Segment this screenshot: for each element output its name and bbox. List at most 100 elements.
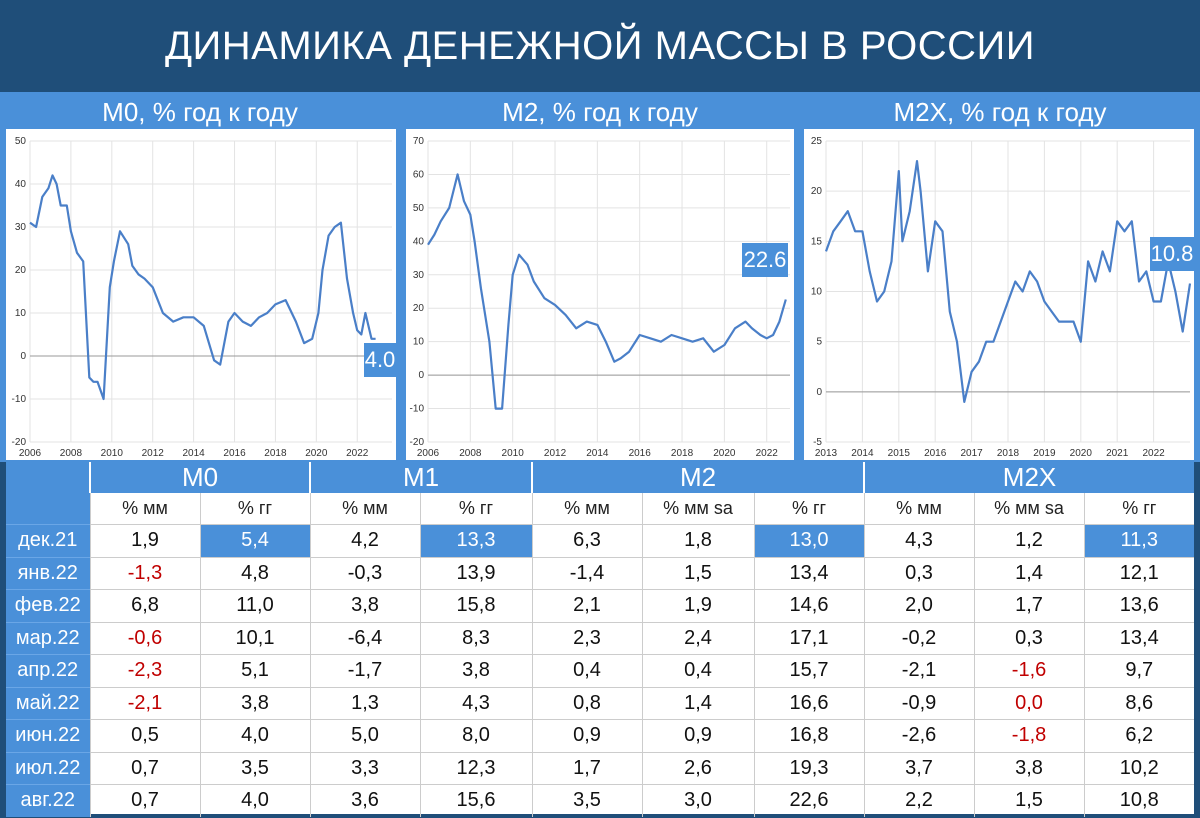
table-cell: 11,3 bbox=[1083, 524, 1195, 557]
table-cell: 4,0 bbox=[199, 719, 310, 752]
table-cell: 1,9 bbox=[89, 524, 200, 557]
table-cell: 6,8 bbox=[89, 589, 200, 622]
table-cell: 19,3 bbox=[753, 751, 865, 785]
group-header-m1: M1 bbox=[309, 462, 532, 493]
chart-m0: -20 -10 0 10 20 30 40 50 2006 2008 2010 2012 2014 201… bbox=[6, 129, 396, 460]
x-tick-label: 2017 bbox=[960, 448, 983, 459]
x-tick-label: 2008 bbox=[60, 448, 83, 459]
y-tick-label: 10 bbox=[413, 337, 425, 348]
y-tick-label: -5 bbox=[813, 437, 822, 448]
chart-title-m2: M2, % год к году bbox=[502, 97, 698, 127]
y-tick-label: 5 bbox=[816, 337, 822, 348]
x-tick-label: 2016 bbox=[924, 448, 947, 459]
row-label: июн.22 bbox=[6, 719, 90, 752]
table-cell: 13,3 bbox=[419, 524, 532, 557]
sub-header: % мм bbox=[309, 493, 420, 525]
end-value-label: 4.0 bbox=[365, 347, 396, 372]
table-cell: 2,4 bbox=[641, 621, 754, 655]
table-row: апр.22 -2,3 5,1 -1,7 3,8 0,4 0,4 15,7 -2,1 -1,6 9,… bbox=[6, 654, 1195, 687]
row-label: июл.22 bbox=[6, 751, 90, 785]
table-cell: 2,6 bbox=[641, 751, 754, 785]
money-supply-table: M0 M1 M2 M2X % мм% гг% мм% гг% мм% мм sa% г… bbox=[6, 462, 1195, 817]
y-tick-label: 10 bbox=[811, 287, 823, 298]
y-tick-label: 30 bbox=[15, 222, 27, 233]
table-cell: 14,6 bbox=[753, 589, 865, 622]
x-tick-label: 2006 bbox=[19, 448, 42, 459]
table-cell: 1,4 bbox=[641, 686, 754, 720]
table-cell: 3,5 bbox=[199, 751, 310, 785]
sub-header: % мм bbox=[531, 493, 642, 525]
table-cell: 0,7 bbox=[89, 751, 200, 785]
x-tick-label: 2016 bbox=[223, 448, 246, 459]
table-cell: -0,9 bbox=[863, 686, 975, 720]
x-tick-label: 2010 bbox=[101, 448, 124, 459]
end-value-badge-bg bbox=[1150, 237, 1194, 271]
table-cell: -0,2 bbox=[863, 621, 975, 655]
table-cell: 1,7 bbox=[531, 751, 642, 785]
x-tick-label: 2014 bbox=[182, 448, 205, 459]
table-cell: 3,6 bbox=[309, 784, 420, 817]
table-cell: 2,0 bbox=[863, 589, 975, 622]
sub-header: % гг bbox=[199, 493, 310, 525]
row-label: апр.22 bbox=[6, 654, 90, 687]
table-cell: -1,7 bbox=[309, 654, 420, 687]
table-row: май.22 -2,1 3,8 1,3 4,3 0,8 1,4 16,6 -0,9 0,0 8,6 bbox=[6, 686, 1195, 720]
table-cell: 8,6 bbox=[1083, 686, 1195, 720]
table-cell: 5,0 bbox=[309, 719, 420, 752]
x-tick-label: 2022 bbox=[1142, 448, 1165, 459]
y-tick-label: 0 bbox=[418, 370, 424, 381]
table-cell: -2,6 bbox=[863, 719, 975, 752]
x-tick-label: 2020 bbox=[305, 448, 328, 459]
table-cell: -2,3 bbox=[89, 654, 200, 687]
series-line bbox=[824, 159, 1192, 403]
table-cell: 3,8 bbox=[309, 589, 420, 622]
table-cell: 1,5 bbox=[973, 784, 1085, 817]
table-cell: 9,7 bbox=[1083, 654, 1195, 687]
table-cell: 4,3 bbox=[419, 686, 532, 720]
x-tick-label: 2013 bbox=[815, 448, 838, 459]
series-line bbox=[29, 174, 376, 401]
x-tick-label: 2014 bbox=[851, 448, 874, 459]
table-cell: 0,7 bbox=[89, 784, 200, 817]
table-cell: 15,8 bbox=[419, 589, 532, 622]
y-tick-label: 50 bbox=[413, 203, 425, 214]
table-cell: 0,3 bbox=[863, 556, 975, 590]
x-tick-label: 2022 bbox=[756, 448, 779, 459]
y-tick-label: 20 bbox=[15, 265, 27, 276]
x-tick-label: 2008 bbox=[459, 448, 482, 459]
sub-header: % мм bbox=[863, 493, 975, 525]
table-cell: 15,7 bbox=[753, 654, 865, 687]
row-label: авг.22 bbox=[6, 784, 90, 817]
table-cell: -2,1 bbox=[863, 654, 975, 687]
table-cell: -0,3 bbox=[309, 556, 420, 590]
table-cell: 5,4 bbox=[199, 524, 310, 557]
chart-title-m0: M0, % год к году bbox=[102, 97, 298, 127]
table-cell: -2,1 bbox=[89, 686, 200, 720]
table-cell: 13,4 bbox=[1083, 621, 1195, 655]
table-cell: 13,4 bbox=[753, 556, 865, 590]
table-cell: 4,8 bbox=[199, 556, 310, 590]
row-label: дек.21 bbox=[6, 524, 90, 557]
series-line bbox=[427, 173, 787, 410]
x-tick-label: 2016 bbox=[629, 448, 652, 459]
table-cell: 0,3 bbox=[973, 621, 1085, 655]
y-tick-label: -20 bbox=[12, 437, 27, 448]
table-row: дек.21 1,9 5,4 4,2 13,3 6,3 1,8 13,0 4,3 1,2 11,3 bbox=[6, 524, 1195, 557]
x-tick-label: 2006 bbox=[417, 448, 440, 459]
table-cell: 1,2 bbox=[973, 524, 1085, 557]
table-cell: 1,4 bbox=[973, 556, 1085, 590]
end-value-badge: 22.6 bbox=[742, 243, 788, 277]
table-cell: -6,4 bbox=[309, 621, 420, 655]
end-value-label: 10.8 bbox=[1151, 241, 1194, 266]
group-header-m2: M2 bbox=[530, 462, 865, 493]
table-cell: 11,0 bbox=[199, 589, 310, 622]
table-cell: 2,3 bbox=[531, 621, 642, 655]
table-cell: 3,0 bbox=[641, 784, 754, 817]
table-row: мар.22 -0,6 10,1 -6,4 8,3 2,3 2,4 17,1 -0,2 0,3 13… bbox=[6, 621, 1195, 655]
table-row: июн.22 0,5 4,0 5,0 8,0 0,9 0,9 16,8 -2,6 -1,8 6,2 bbox=[6, 719, 1195, 752]
y-tick-label: 40 bbox=[15, 179, 27, 190]
table-cell: 5,1 bbox=[199, 654, 310, 687]
table-row: фев.22 6,8 11,0 3,8 15,8 2,1 1,9 14,6 2,0 1,7 13,6 bbox=[6, 589, 1195, 622]
table-cell: 4,3 bbox=[863, 524, 975, 557]
y-tick-label: -20 bbox=[410, 437, 425, 448]
